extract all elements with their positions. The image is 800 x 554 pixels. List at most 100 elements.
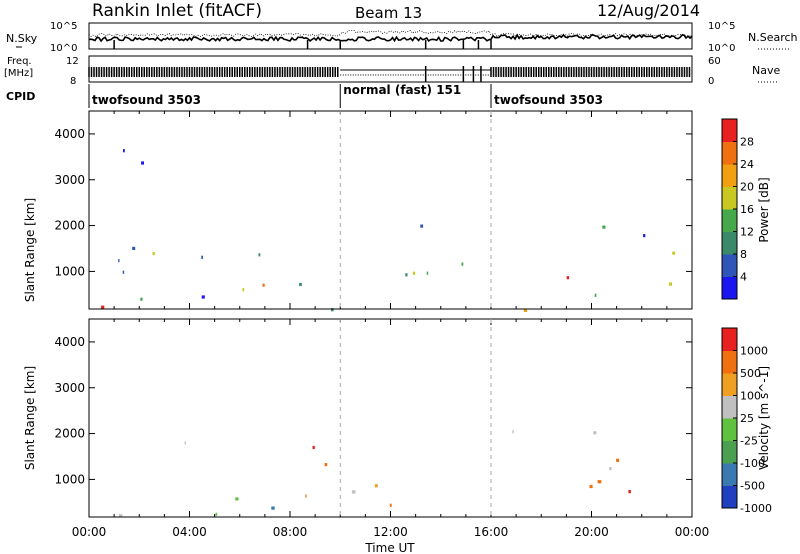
colorbar-tick-label: 8: [740, 248, 747, 261]
velocity-cell: [389, 503, 392, 507]
velocity-cell: [609, 467, 612, 471]
y-tick-label: 3000: [54, 381, 85, 395]
power-cell: [101, 305, 105, 309]
colorbar-swatch: [722, 164, 737, 187]
x-tick-label: 00:00: [675, 525, 710, 539]
noise-tick-right-low: 10^0: [708, 43, 735, 54]
power-cell: [523, 308, 528, 312]
power-cell: [566, 276, 570, 280]
colorbar-tick-label: 20: [740, 181, 754, 194]
power-cell: [152, 252, 155, 256]
nsearch-trace: [88, 30, 693, 38]
x-tick-label: 04:00: [172, 525, 207, 539]
x-axis-ticks: 00:00 04:00 08:00 12:00 16:00 20:00 00:00: [72, 525, 710, 539]
colorbar-tick-label: -100: [740, 457, 765, 470]
colorbar-tick-label: 28: [740, 136, 754, 149]
colorbar-swatch: [722, 463, 737, 486]
colorbar-swatch: [722, 186, 737, 210]
power-colorbar: 4 8 12 16 20 24 28: [721, 118, 754, 300]
colorbar-tick-label: 25: [740, 412, 754, 425]
freq-tick-low: 8: [70, 76, 76, 87]
power-cell: [412, 271, 416, 275]
y-tick-label: 1000: [54, 472, 85, 486]
cpid-segment-label: twofsound 3503: [494, 93, 603, 107]
colorbar-tick-label: 500: [740, 367, 761, 380]
power-ylabel: Slant Range [km]: [23, 198, 37, 302]
y-tick-label: 3000: [54, 173, 85, 187]
colorbar-tick-label: -500: [740, 480, 765, 493]
y-tick-label: 4000: [54, 127, 85, 141]
power-cell: [123, 149, 125, 153]
power-cell: [672, 251, 676, 255]
x-tick-label: 00:00: [72, 525, 107, 539]
velocity-cell: [597, 480, 602, 484]
y-tick-label: 2000: [54, 219, 85, 233]
velocity-cell: [351, 490, 356, 494]
power-cell: [258, 253, 261, 257]
colorbar-tick-label: -25: [740, 435, 758, 448]
station-title: Rankin Inlet (fitACF): [92, 1, 262, 21]
power-cell: [669, 282, 672, 286]
cpid-segment-label: twofsound 3503: [92, 93, 201, 107]
power-cell: [132, 246, 136, 250]
power-panel: 1000 2000 3000 4000: [54, 110, 693, 312]
power-cell: [201, 295, 205, 299]
velocity-cell: [305, 494, 307, 498]
velocity-cell: [616, 458, 620, 462]
noise-tick-left-low: 10^0: [50, 43, 77, 54]
colorbar-swatch: [722, 254, 737, 277]
velocity-cell: [312, 445, 315, 450]
x-tick-label: 12:00: [373, 525, 408, 539]
velocity-cell: [512, 430, 514, 434]
colorbar-swatch: [722, 119, 737, 142]
noise-traces: [88, 30, 693, 49]
colorbar-swatch: [722, 485, 737, 509]
power-cell: [420, 224, 424, 228]
colorbar-swatch: [722, 350, 737, 374]
power-cell: [118, 259, 120, 263]
power-cell: [242, 288, 245, 292]
power-cell: [594, 293, 597, 297]
freq-tick-high: 12: [66, 56, 79, 67]
y-tick-label: 4000: [54, 335, 85, 349]
power-cell: [201, 255, 203, 259]
power-cell: [643, 234, 646, 238]
power-cell: [299, 282, 302, 287]
x-tick-label: 20:00: [574, 525, 609, 539]
colorbar-swatch: [722, 373, 737, 396]
colorbar-tick-label: 4: [740, 271, 747, 284]
power-cell: [461, 262, 464, 266]
velocity-cell: [215, 512, 218, 516]
power-cell: [122, 270, 125, 274]
y-tick-label: 1000: [54, 264, 85, 278]
colorbar-tick-label: 12: [740, 226, 754, 239]
nsky-trace: [88, 33, 693, 43]
date-title: 12/Aug/2014: [597, 1, 700, 20]
velocity-axes: 1000 2000 3000 4000: [54, 319, 693, 517]
colorbar-swatch: [722, 418, 737, 441]
nave-tick-low: 0: [708, 76, 714, 87]
power-cell: [140, 297, 143, 301]
nave-label: Nave: [752, 64, 780, 77]
velocity-cell: [628, 490, 631, 494]
power-cell: [405, 273, 408, 277]
velocity-cell: [589, 484, 593, 489]
freq-traces: [88, 66, 691, 82]
nsearch-label: N.Search: [748, 31, 798, 44]
noise-panel: [88, 22, 693, 50]
power-cell: [141, 161, 144, 165]
cpid-segment-label: normal (fast) 151: [343, 83, 461, 97]
colorbar-swatch: [722, 440, 737, 464]
power-scatter: [101, 149, 676, 312]
colorbar-tick-label: 24: [740, 158, 754, 171]
cpid-row: twofsound 3503 normal (fast) 151 twofsound…: [88, 83, 603, 108]
freq-unit-label: [MHz]: [4, 68, 33, 79]
colorbar-tick-label: 16: [740, 203, 754, 216]
freq-panel: [88, 55, 693, 83]
y-tick-label: 2000: [54, 427, 85, 441]
colorbar-tick-label: 1000: [740, 345, 768, 358]
velocity-scatter: [118, 430, 631, 518]
velocity-cell: [235, 497, 239, 501]
x-tick-label: 08:00: [273, 525, 308, 539]
